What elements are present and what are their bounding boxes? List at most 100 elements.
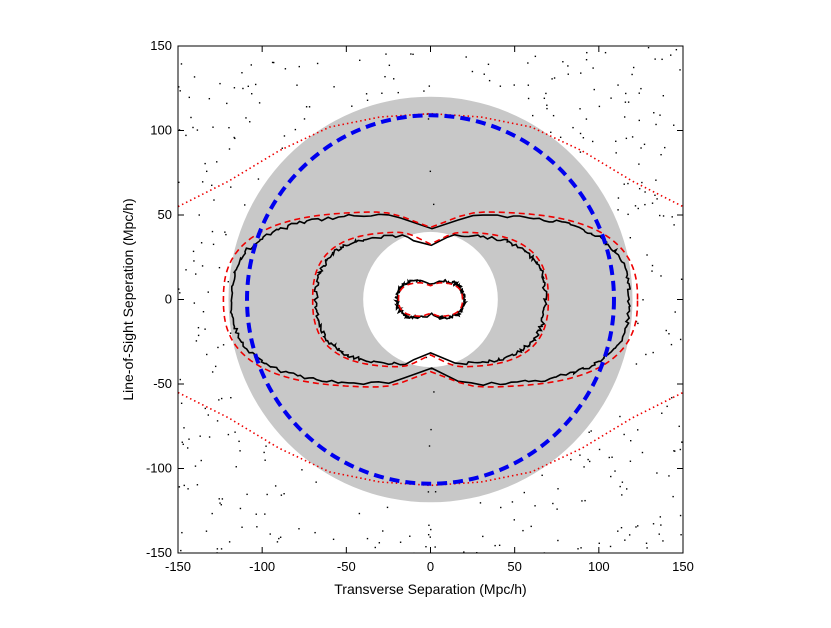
noise-dot (532, 114, 534, 117)
noise-dot (425, 356, 428, 359)
noise-dot (278, 537, 280, 540)
noise-dot (523, 491, 526, 494)
noise-dot (625, 137, 628, 140)
noise-dot (301, 469, 303, 471)
noise-dot (644, 191, 646, 193)
noise-dot (550, 131, 552, 133)
noise-dot (653, 112, 655, 114)
noise-dot (666, 405, 668, 408)
noise-dot (305, 106, 308, 108)
noise-dot (617, 84, 619, 86)
noise-dot (366, 99, 369, 102)
noise-dot (430, 428, 432, 431)
noise-dot (487, 63, 490, 66)
noise-dot (180, 402, 183, 404)
noise-dot (513, 519, 515, 521)
noise-dot (552, 502, 554, 505)
noise-dot (567, 65, 569, 67)
noise-dot (588, 460, 591, 463)
noise-dot (552, 114, 555, 117)
noise-dot (660, 524, 662, 526)
noise-dot (212, 126, 214, 128)
noise-dot (659, 516, 662, 518)
noise-dot (465, 56, 467, 58)
noise-dot (546, 107, 548, 110)
inner-model (397, 282, 464, 317)
noise-dot (393, 78, 395, 80)
noise-dot (281, 147, 283, 149)
noise-dot (559, 136, 562, 139)
noise-dot (202, 310, 205, 313)
noise-dot (423, 90, 425, 92)
noise-dot (638, 187, 641, 190)
noise-dot (582, 137, 585, 139)
noise-dot (197, 326, 200, 329)
noise-dot (661, 58, 663, 61)
noise-dot (598, 542, 600, 544)
noise-dot (178, 129, 181, 131)
noise-dot (483, 73, 485, 75)
noise-dot (598, 105, 601, 108)
noise-dot (583, 466, 585, 468)
noise-dot (196, 484, 199, 486)
noise-dot (213, 199, 215, 201)
noise-dot (208, 436, 211, 438)
noise-dot (587, 458, 589, 461)
noise-dot (527, 84, 530, 86)
noise-dot (658, 533, 660, 535)
noise-dot (513, 84, 515, 86)
noise-dot (185, 134, 187, 137)
noise-dot (204, 407, 207, 410)
noise-dot (181, 531, 183, 534)
noise-dot (298, 528, 300, 530)
noise-dot (673, 224, 675, 226)
noise-dot (296, 84, 298, 86)
noise-dot (238, 440, 240, 443)
noise-dot (216, 420, 219, 422)
noise-dot (534, 505, 536, 507)
noise-dot (623, 433, 625, 436)
noise-dot (551, 78, 553, 80)
noise-dot (192, 126, 194, 129)
plot-area (178, 46, 683, 553)
noise-dot (193, 76, 196, 78)
noise-dot (640, 87, 642, 90)
noise-dot (433, 391, 435, 393)
noise-dot (263, 451, 265, 454)
noise-dot (668, 475, 670, 477)
noise-dot (251, 93, 253, 95)
noise-dot (562, 61, 564, 63)
noise-dot (679, 448, 682, 451)
noise-dot (680, 278, 683, 280)
noise-dot (366, 537, 369, 540)
x-tick-label: -50 (337, 559, 356, 574)
noise-dot (315, 481, 317, 483)
noise-dot (219, 502, 221, 504)
noise-dot (208, 97, 211, 100)
y-tick-label: -150 (146, 545, 172, 560)
noise-dot (303, 118, 306, 120)
noise-dot (427, 491, 430, 493)
noise-dot (279, 536, 282, 538)
noise-dot (409, 535, 411, 537)
noise-speckle (178, 46, 683, 553)
noise-dot (557, 539, 559, 542)
noise-dot (280, 494, 283, 496)
noise-dot (629, 460, 632, 462)
x-tick-label: 0 (427, 559, 434, 574)
noise-dot (333, 86, 335, 88)
noise-dot (674, 450, 676, 452)
noise-dot (679, 338, 682, 341)
noise-dot (662, 95, 665, 97)
noise-dot (204, 328, 206, 330)
noise-dot (588, 431, 590, 433)
noise-dot (580, 72, 582, 74)
noise-dot (471, 70, 474, 73)
noise-dot (479, 502, 482, 504)
noise-dot (183, 484, 185, 487)
noise-dot (194, 465, 197, 467)
noise-dot (645, 542, 648, 544)
noise-dot (654, 58, 656, 60)
